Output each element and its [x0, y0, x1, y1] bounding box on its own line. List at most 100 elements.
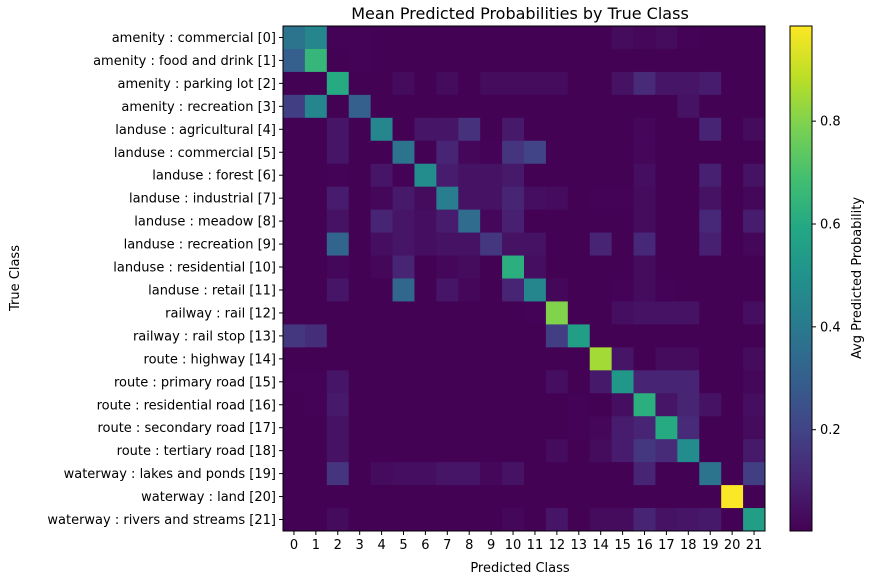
heatmap-cell	[655, 209, 678, 234]
heatmap-cell	[480, 485, 503, 509]
heatmap-cell	[567, 117, 591, 142]
heatmap-cell	[721, 462, 744, 486]
heatmap-cell	[677, 393, 700, 417]
heatmap-cell	[567, 71, 591, 96]
heatmap-cell	[524, 232, 547, 257]
heatmap-cell	[436, 232, 459, 257]
heatmap-cell	[436, 416, 459, 440]
heatmap-cell	[743, 462, 766, 486]
heatmap-cell	[743, 393, 766, 417]
heatmap-cell	[436, 508, 459, 532]
heatmap-cell	[348, 26, 372, 50]
heatmap-cell	[677, 324, 700, 348]
heatmap-cell	[326, 485, 350, 509]
heatmap-cell	[480, 370, 503, 394]
heatmap-cell	[589, 26, 613, 50]
heatmap-cell	[677, 163, 700, 188]
y-tick-label: route : primary road [15]	[114, 375, 276, 390]
heatmap-cell	[524, 462, 547, 486]
heatmap-cell	[545, 26, 569, 50]
heatmap-cell	[677, 439, 700, 463]
heatmap-cell	[524, 416, 547, 440]
x-tick-label: 6	[421, 538, 429, 553]
heatmap-cell	[414, 278, 437, 302]
y-tick-label: landuse : meadow [8]	[134, 215, 276, 230]
heatmap-cell	[480, 393, 503, 417]
y-tick-label: route : tertiary road [18]	[117, 444, 276, 459]
heatmap-cell	[436, 485, 459, 509]
heatmap-cell	[326, 462, 350, 486]
heatmap-cell	[348, 186, 372, 211]
heatmap-cell	[633, 140, 656, 165]
heatmap-cell	[348, 94, 372, 119]
heatmap-cell	[392, 370, 415, 394]
heatmap-cell	[436, 255, 459, 279]
heatmap-cell	[304, 485, 328, 509]
heatmap-cell	[458, 209, 481, 234]
heatmap-cell	[743, 508, 766, 532]
heatmap-cell	[326, 71, 350, 96]
heatmap-cell	[743, 347, 766, 371]
heatmap-cell	[304, 94, 328, 119]
heatmap-cell	[699, 508, 722, 532]
heatmap-cell	[348, 232, 372, 257]
heatmap-cell	[743, 186, 766, 211]
heatmap-cell	[721, 370, 744, 394]
x-tick-label: 7	[443, 538, 451, 553]
heatmap-cell	[677, 370, 700, 394]
heatmap-cell	[721, 485, 744, 509]
heatmap-cell	[414, 462, 437, 486]
heatmap-cell	[589, 393, 613, 417]
colorbar-tick-label: 0.4	[820, 320, 841, 335]
heatmap-cell	[567, 140, 591, 165]
x-axis-label: Predicted Class	[470, 561, 570, 576]
heatmap-cell	[502, 232, 525, 257]
heatmap-cell	[611, 209, 635, 234]
x-tick-label: 14	[592, 538, 609, 553]
heatmap-cell	[545, 232, 569, 257]
heatmap-cell	[743, 370, 766, 394]
heatmap-cell	[633, 117, 656, 142]
heatmap-cell	[502, 48, 525, 73]
heatmap-cell	[611, 117, 635, 142]
heatmap-cell	[326, 278, 350, 302]
heatmap-cell	[721, 186, 744, 211]
heatmap-cell	[436, 278, 459, 302]
heatmap-cell	[567, 232, 591, 257]
heatmap-cell	[326, 163, 350, 188]
heatmap-cell	[414, 255, 437, 279]
heatmap-cell	[743, 71, 766, 96]
heatmap-cell	[589, 347, 613, 371]
heatmap-cell	[743, 163, 766, 188]
heatmap-cell	[567, 301, 591, 325]
heatmap-cell	[458, 163, 481, 188]
x-tick-label: 15	[614, 538, 631, 553]
heatmap-cell	[436, 324, 459, 348]
heatmap-cell	[502, 209, 525, 234]
heatmap-cell	[283, 94, 306, 119]
heatmap-cell	[458, 347, 481, 371]
heatmap-cell	[392, 416, 415, 440]
heatmap-cell	[283, 462, 306, 486]
heatmap-cell	[370, 48, 394, 73]
heatmap-cell	[655, 301, 678, 325]
heatmap-cell	[458, 48, 481, 73]
heatmap-cell	[677, 232, 700, 257]
heatmap-cell	[524, 94, 547, 119]
heatmap-cell	[545, 163, 569, 188]
heatmap-cell	[743, 439, 766, 463]
heatmap-cell	[655, 462, 678, 486]
heatmap-cell	[655, 163, 678, 188]
x-tick-label: 21	[746, 538, 763, 553]
x-tick-label: 18	[680, 538, 697, 553]
heatmap-cell	[414, 94, 437, 119]
heatmap-cell	[567, 347, 591, 371]
heatmap-cell	[677, 26, 700, 50]
heatmap-cell	[436, 117, 459, 142]
heatmap-cell	[524, 393, 547, 417]
heatmap-cell	[677, 462, 700, 486]
heatmap-cell	[545, 186, 569, 211]
heatmap-cell	[677, 140, 700, 165]
heatmap-cell	[348, 209, 372, 234]
heatmap-cell	[392, 26, 415, 50]
